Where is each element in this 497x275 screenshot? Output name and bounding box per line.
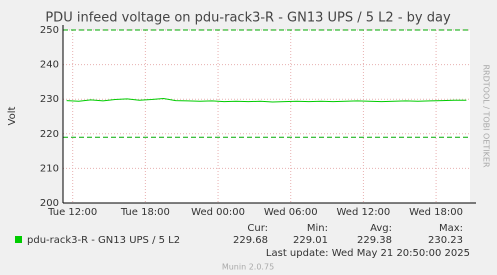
stat-header: Cur: (247, 223, 268, 234)
stat-header: Avg: (370, 223, 392, 234)
legend-label: pdu-rack3-R - GN13 UPS / 5 L2 (27, 235, 180, 246)
y-tick-label: 200 (40, 198, 59, 209)
stat-value: 229.01 (293, 235, 328, 246)
x-tick-label: Tue 18:00 (120, 207, 170, 218)
watermark: RRDTOOL / TOBI OETIKER (482, 64, 491, 167)
y-tick-label: 230 (40, 94, 59, 105)
stat-value: 229.38 (357, 235, 392, 246)
chart-title: PDU infeed voltage on pdu-rack3-R - GN13… (45, 11, 451, 26)
x-tick-label: Wed 18:00 (409, 207, 463, 218)
y-axis-label: Volt (7, 106, 18, 125)
series-line (66, 98, 467, 103)
x-tick-label: Tue 12:00 (47, 207, 97, 218)
stat-header: Max: (439, 223, 463, 234)
stat-header: Min: (307, 223, 328, 234)
stat-value: 230.23 (428, 235, 463, 246)
legend-swatch (15, 236, 22, 243)
last-update: Last update: Wed May 21 20:50:00 2025 (266, 248, 470, 259)
stat-value: 229.68 (233, 235, 268, 246)
plot-area (63, 30, 470, 203)
x-tick-label: Wed 12:00 (336, 207, 390, 218)
y-tick-label: 210 (40, 163, 59, 174)
y-tick-label: 250 (40, 25, 59, 36)
x-tick-label: Wed 00:00 (191, 207, 245, 218)
y-tick-label: 240 (40, 60, 59, 71)
x-tick-label: Wed 06:00 (264, 207, 318, 218)
y-tick-label: 220 (40, 129, 59, 140)
footer: Munin 2.0.75 (222, 263, 274, 272)
